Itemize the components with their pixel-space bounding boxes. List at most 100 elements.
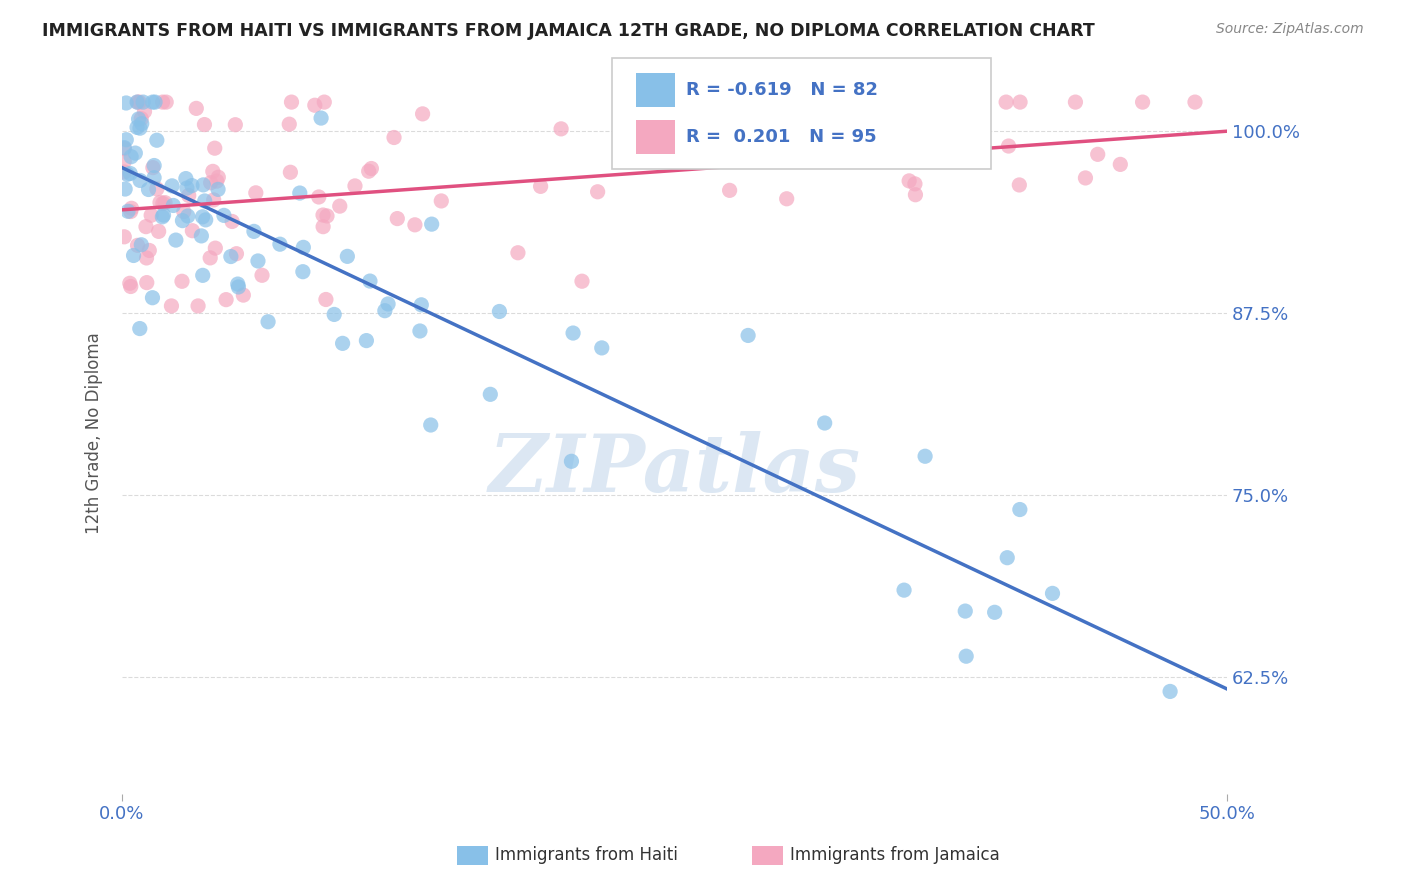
Point (115, 133, 138, 147)
Point (194, 194, 217, 208)
Point (117, 204, 139, 219)
Text: R = -0.619   N = 82: R = -0.619 N = 82 (686, 81, 879, 99)
Point (124, 146, 146, 161)
Point (1159, 684, 1181, 698)
Point (112, 142, 135, 156)
Point (114, 182, 136, 196)
Point (336, 249, 359, 263)
Point (374, 303, 396, 318)
Point (127, 95, 149, 109)
Point (122, 248, 145, 262)
Point (269, 237, 291, 252)
Point (586, 185, 609, 199)
Point (141, 291, 163, 305)
Point (550, 121, 572, 136)
Point (125, 95, 148, 109)
Point (115, 95, 138, 110)
Point (117, 167, 139, 181)
Point (562, 326, 585, 340)
Point (128, 95, 150, 109)
Point (488, 304, 510, 318)
Point (997, 139, 1019, 153)
Point (135, 219, 157, 234)
Point (288, 186, 311, 200)
Point (479, 387, 502, 401)
Y-axis label: 12th Grade, No Diploma: 12th Grade, No Diploma (86, 333, 103, 534)
Point (176, 181, 198, 195)
Point (292, 240, 315, 254)
Point (530, 179, 553, 194)
Point (893, 583, 915, 598)
Point (202, 193, 225, 207)
Text: IMMIGRANTS FROM HAITI VS IMMIGRANTS FROM JAMAICA 12TH GRADE, NO DIPLOMA CORRELAT: IMMIGRANTS FROM HAITI VS IMMIGRANTS FROM… (42, 22, 1095, 40)
Point (205, 174, 228, 188)
Point (316, 209, 339, 223)
Point (143, 170, 166, 185)
Point (280, 165, 302, 179)
Point (1087, 147, 1109, 161)
Point (165, 233, 187, 247)
Point (200, 176, 222, 190)
Point (207, 182, 229, 196)
Point (412, 107, 434, 121)
Text: Immigrants from Jamaica: Immigrants from Jamaica (790, 847, 1000, 864)
Point (308, 190, 330, 204)
Point (420, 217, 443, 231)
Point (1010, 95, 1032, 109)
Point (219, 250, 242, 264)
Point (215, 293, 238, 307)
Point (120, 167, 142, 181)
Point (152, 95, 174, 109)
Point (204, 241, 226, 255)
Point (820, 97, 842, 112)
Point (904, 177, 927, 191)
Point (1008, 502, 1031, 516)
Point (291, 265, 314, 279)
Point (131, 237, 153, 252)
Point (853, 95, 876, 110)
Point (120, 204, 142, 219)
Point (709, 145, 731, 159)
Point (232, 288, 254, 302)
Point (377, 297, 399, 311)
Point (112, 165, 135, 179)
Text: Source: ZipAtlas.com: Source: ZipAtlas.com (1216, 22, 1364, 37)
Point (112, 229, 135, 244)
Point (904, 187, 927, 202)
Point (343, 178, 366, 193)
Point (955, 604, 977, 618)
Point (942, 95, 965, 109)
Point (132, 95, 155, 109)
Point (898, 174, 921, 188)
Point (814, 416, 837, 430)
Text: R =  0.201   N = 95: R = 0.201 N = 95 (686, 128, 877, 146)
Point (243, 224, 266, 238)
Point (146, 182, 169, 196)
Point (776, 192, 799, 206)
Point (152, 196, 174, 211)
Point (226, 277, 249, 291)
Point (138, 182, 160, 196)
Point (332, 336, 354, 351)
Point (142, 161, 165, 175)
Point (120, 279, 142, 293)
Point (762, 145, 785, 159)
Point (312, 219, 335, 234)
Point (225, 246, 247, 260)
Point (314, 95, 336, 109)
Point (914, 449, 936, 463)
Point (323, 308, 346, 322)
Point (135, 251, 157, 265)
Point (134, 104, 156, 119)
Point (170, 274, 193, 288)
Point (356, 334, 378, 348)
Point (121, 202, 143, 216)
Point (315, 293, 337, 307)
Point (127, 238, 149, 252)
Point (228, 280, 250, 294)
Point (172, 213, 194, 227)
Point (162, 198, 184, 212)
Point (125, 120, 148, 135)
Point (141, 208, 163, 222)
Point (591, 341, 613, 355)
